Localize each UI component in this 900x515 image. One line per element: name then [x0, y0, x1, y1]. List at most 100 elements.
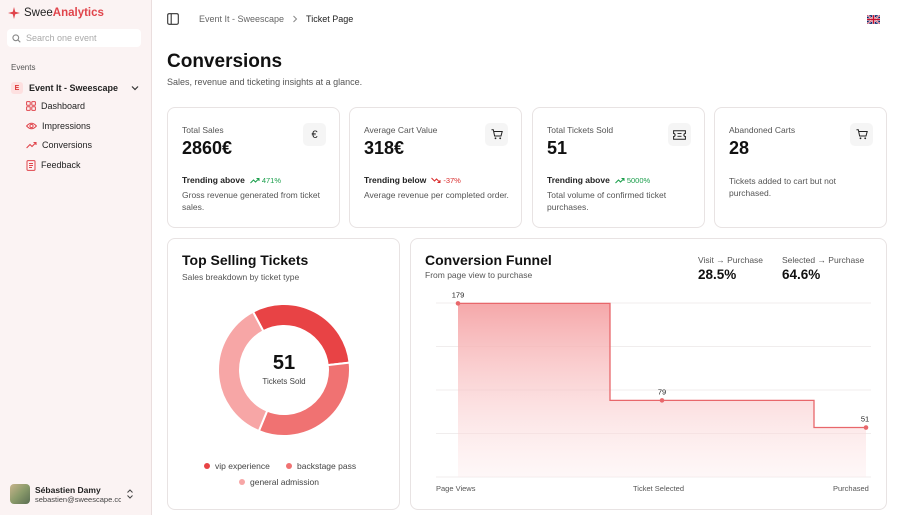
sidebar-item-label: Conversions	[42, 140, 93, 150]
page-subtitle: Sales, revenue and ticketing insights at…	[167, 77, 363, 87]
sidebar-item-label: Impressions	[42, 121, 91, 131]
funnel-value-label-page-views: 179	[452, 290, 465, 299]
breadcrumb: Event It - Sweescape Ticket Page	[199, 14, 353, 24]
eye-icon	[26, 122, 37, 130]
donut-center-value: 51	[273, 352, 295, 374]
trend-percent: 5000%	[626, 175, 651, 185]
card-subtitle: Sales breakdown by ticket type	[182, 272, 300, 282]
stat-selected-purchase-value: 64.6%	[782, 267, 821, 282]
breadcrumb-parent[interactable]: Event It - Sweescape	[199, 14, 285, 24]
metric-label: Total Sales	[182, 125, 224, 135]
legend-item-general: general admission	[239, 477, 319, 487]
card-subtitle: From page view to purchase	[425, 270, 533, 280]
conversion-funnel-card: Conversion Funnel From page view to purc…	[410, 238, 887, 510]
events-section-label: Events	[11, 63, 36, 72]
sidebar-item-conversions[interactable]: Conversions	[26, 138, 141, 152]
user-name: Sébastien Damy	[35, 484, 101, 495]
metric-description: Total volume of confirmed ticket purchas…	[547, 190, 667, 212]
ticket-icon	[668, 123, 691, 146]
x-axis-label: Ticket Selected	[633, 484, 684, 493]
euro-icon: €	[303, 123, 326, 146]
x-axis-label: Purchased	[833, 484, 869, 493]
trend-label: Trending above	[182, 175, 245, 185]
avatar	[10, 484, 30, 504]
sidebar-item-dashboard[interactable]: Dashboard	[26, 99, 141, 113]
chevron-right-icon	[293, 15, 298, 23]
trend-badge: 471%	[249, 176, 281, 185]
trend-badge: -37%	[431, 176, 461, 185]
trend-label: Trending above	[547, 175, 610, 185]
legend-item-backstage: backstage pass	[286, 461, 356, 471]
cart-icon	[485, 123, 508, 146]
card-title: Conversion Funnel	[425, 252, 552, 268]
brand-name-part1: Swee	[24, 7, 53, 19]
breadcrumb-current: Ticket Page	[306, 14, 354, 24]
legend-swatch	[204, 463, 210, 469]
donut-chart: 51 Tickets Sold	[217, 303, 351, 437]
user-menu[interactable]: Sébastien Damy sebastien@sweescape.com	[10, 482, 140, 506]
brand-name-part2: Analytics	[52, 7, 104, 19]
metric-trend: Trending above 471%	[182, 175, 281, 185]
legend-label: general admission	[250, 477, 319, 487]
legend-item-vip: vip experience	[204, 461, 270, 471]
funnel-point-purchased[interactable]	[863, 425, 869, 430]
donut-center-label: Tickets Sold	[262, 377, 305, 386]
sparkle-icon	[8, 7, 20, 19]
trending-down-icon	[431, 177, 441, 183]
x-axis-label: Page Views	[436, 484, 476, 493]
user-email: sebastien@sweescape.com	[35, 494, 121, 504]
metric-value: 28	[729, 138, 750, 158]
funnel-line	[458, 302, 866, 429]
top-selling-card: Top Selling Tickets Sales breakdown by t…	[167, 238, 400, 510]
legend-label: vip experience	[215, 461, 270, 471]
trend-label: Trending below	[364, 175, 427, 185]
stat-visit-purchase-label: Visit → Purchase	[698, 255, 764, 265]
metric-description: Average revenue per completed order.	[364, 190, 509, 200]
stat-visit-purchase-value: 28.5%	[698, 267, 737, 282]
funnel-value-label-purchased: 51	[861, 415, 869, 424]
sidebar-toggle-icon[interactable]	[167, 13, 179, 25]
trending-up-icon	[614, 177, 625, 183]
uk-flag-icon[interactable]	[867, 15, 880, 24]
metric-value: 318€	[364, 138, 405, 158]
topbar: Event It - Sweescape Ticket Page	[152, 0, 900, 40]
search-input[interactable]	[26, 33, 136, 43]
donut-slice-vip[interactable]	[251, 303, 351, 367]
sidebar-item-label: Feedback	[41, 160, 81, 170]
brand-logo[interactable]: Swee Analytics	[8, 7, 104, 19]
legend-swatch	[239, 479, 245, 485]
event-badge: E	[11, 82, 23, 94]
metric-card-tickets-sold: Total Tickets Sold 51 Trending above 500…	[532, 107, 705, 228]
metric-label: Average Cart Value	[364, 125, 438, 135]
trend-badge: 5000%	[614, 175, 651, 185]
chevrons-up-down-icon[interactable]	[126, 489, 134, 499]
metric-card-abandoned-carts: Abandoned Carts 28 Tickets added to cart…	[714, 107, 887, 228]
sidebar-item-impressions[interactable]: Impressions	[26, 119, 141, 133]
trend-percent: -37%	[443, 175, 461, 185]
sidebar-item-feedback[interactable]: Feedback	[26, 158, 141, 172]
card-title: Top Selling Tickets	[182, 252, 309, 268]
metric-card-total-sales: Total Sales 2860€ € Trending above 471% …	[167, 107, 340, 228]
search-box[interactable]	[7, 29, 141, 47]
chevron-down-icon[interactable]	[131, 84, 139, 92]
donut-slice-general[interactable]	[217, 310, 269, 433]
metric-description: Gross revenue generated from ticket sale…	[182, 190, 320, 212]
event-selector[interactable]: E Event It - Sweescape	[11, 80, 139, 96]
feedback-icon	[26, 159, 36, 171]
dashboard-icon	[26, 101, 36, 111]
sidebar-item-label: Dashboard	[41, 101, 86, 111]
metric-label: Abandoned Carts	[729, 125, 796, 135]
funnel-area	[458, 303, 866, 477]
funnel-chart: 179 79 51	[436, 290, 871, 478]
funnel-point-ticket-selected[interactable]	[659, 398, 665, 403]
metric-card-average-cart: Average Cart Value 318€ Trending below -…	[349, 107, 522, 228]
cart-icon	[850, 123, 873, 146]
metric-trend: Trending above 5000%	[547, 175, 650, 185]
search-icon	[12, 33, 21, 43]
metric-value: 2860€	[182, 138, 233, 158]
page-title: Conversions	[167, 51, 283, 72]
funnel-point-page-views[interactable]	[455, 301, 461, 306]
metric-description: Tickets added to cart but not purchased.	[729, 176, 836, 198]
metric-trend: Trending below -37%	[364, 175, 461, 185]
